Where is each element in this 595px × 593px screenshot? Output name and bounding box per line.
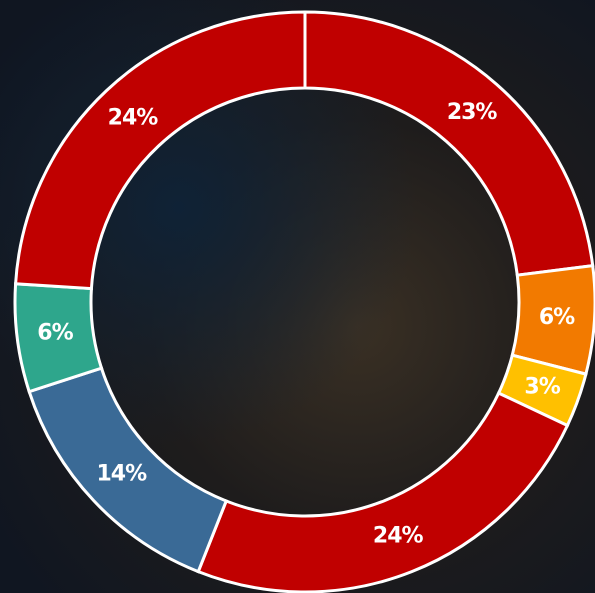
slice-label: 14%: [96, 462, 147, 487]
slice-label: 24%: [373, 523, 424, 548]
slice-label: 6%: [539, 305, 575, 330]
chart: 23% 6% 3% 24% 14% 6% 24%: [0, 0, 595, 593]
slice-label: 24%: [108, 105, 159, 130]
slice-label: 23%: [447, 100, 498, 125]
page: 23%6%3%24%14%6%24% (() => { const data =…: [0, 0, 595, 593]
slice-label: 6%: [37, 321, 73, 346]
slice-label: 3%: [524, 374, 560, 399]
